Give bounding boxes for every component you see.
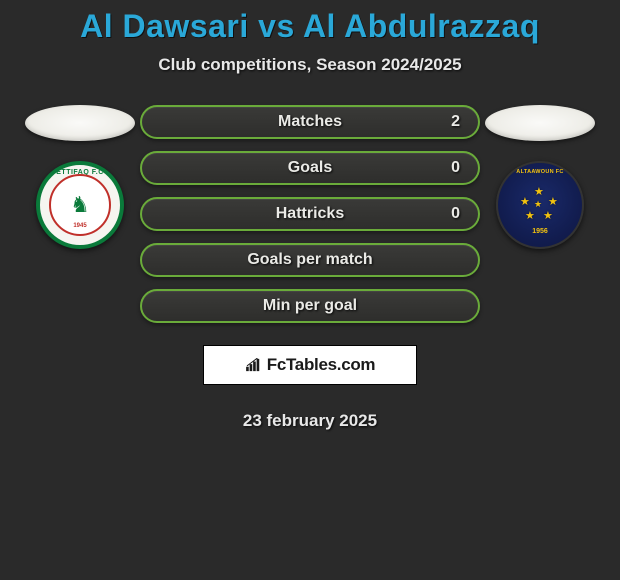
horse-icon: ♞: [70, 192, 90, 218]
left-badge-inner: ♞ 1945: [49, 174, 111, 236]
stat-label: Min per goal: [263, 297, 357, 315]
stat-bar-goals-per-match: Goals per match: [140, 243, 480, 277]
stat-value-right: 2: [451, 113, 460, 131]
stat-label: Goals: [288, 159, 332, 177]
right-badge-year: 1956: [532, 228, 548, 235]
stat-value-right: 0: [451, 159, 460, 177]
stat-label: Matches: [278, 113, 342, 131]
page-title: Al Dawsari vs Al Abdulrazzaq: [0, 8, 620, 45]
right-badge-shield: ★ ★ ★ ★ ★ ★: [515, 178, 565, 232]
left-team-badge: ETTIFAQ F.C ♞ 1945: [36, 161, 124, 249]
stat-bar-matches: Matches 2: [140, 105, 480, 139]
left-badge-year: 1945: [73, 223, 86, 229]
chart-icon: [245, 358, 263, 372]
stat-bar-goals: Goals 0: [140, 151, 480, 185]
stat-label: Goals per match: [247, 251, 372, 269]
page-subtitle: Club competitions, Season 2024/2025: [0, 55, 620, 75]
stat-label: Hattricks: [276, 205, 344, 223]
stat-bar-min-per-goal: Min per goal: [140, 289, 480, 323]
brand-box: FcTables.com: [203, 345, 417, 385]
stat-bar-hattricks: Hattricks 0: [140, 197, 480, 231]
right-team-badge: ALTAAWOUN FC ★ ★ ★ ★ ★ ★ 1956: [496, 161, 584, 249]
comparison-card: Al Dawsari vs Al Abdulrazzaq Club compet…: [0, 0, 620, 431]
left-side: ETTIFAQ F.C ♞ 1945: [20, 105, 140, 249]
stats-column: Matches 2 Goals 0 Hattricks 0 Goals per …: [140, 105, 480, 431]
main-row: ETTIFAQ F.C ♞ 1945 Matches 2 Goals 0 Hat…: [0, 105, 620, 431]
brand-text: FcTables.com: [267, 355, 376, 375]
stat-value-right: 0: [451, 205, 460, 223]
right-player-oval: [485, 105, 595, 141]
right-badge-label: ALTAAWOUN FC: [516, 169, 563, 175]
star-cluster-icon: ★ ★ ★ ★ ★ ★: [520, 185, 560, 225]
footer-date: 23 february 2025: [243, 411, 377, 431]
left-player-oval: [25, 105, 135, 141]
right-side: ALTAAWOUN FC ★ ★ ★ ★ ★ ★ 1956: [480, 105, 600, 249]
